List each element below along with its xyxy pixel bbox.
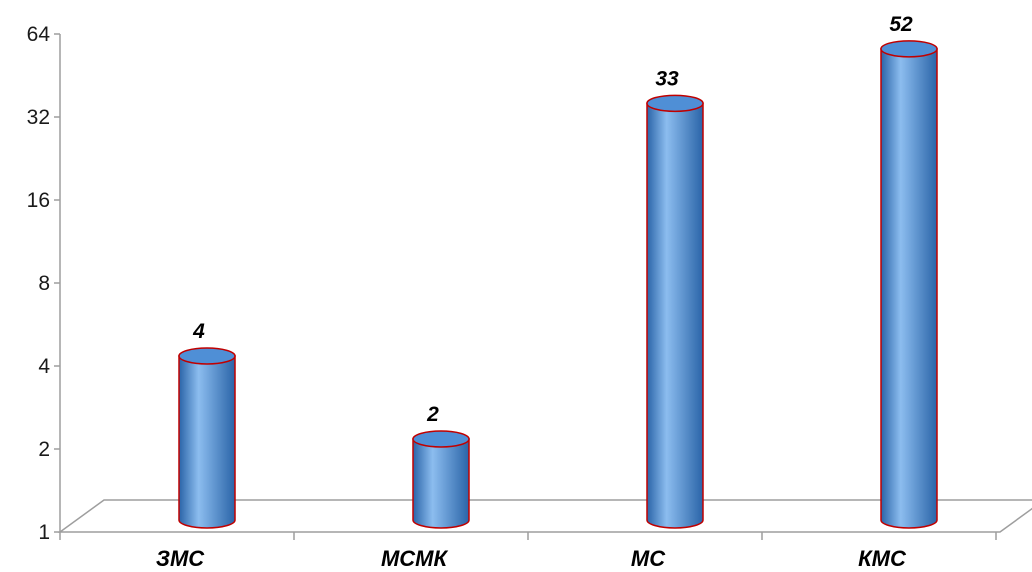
bar	[646, 94, 704, 529]
y-tick-label: 4	[38, 355, 50, 378]
bar-top	[178, 347, 236, 365]
bar-top	[646, 94, 704, 113]
y-tick-label: 2	[38, 438, 50, 461]
bar-top	[880, 40, 938, 58]
category-label: МС	[631, 546, 666, 571]
category-label: МСМК	[381, 546, 449, 571]
category-label: КМС	[858, 546, 907, 571]
bar-body	[178, 355, 236, 529]
y-tick-label: 8	[38, 272, 50, 295]
bar	[880, 40, 938, 529]
bar-body	[646, 102, 704, 529]
bars	[178, 40, 938, 529]
data-label: 52	[889, 13, 913, 36]
y-tick-label: 16	[27, 189, 50, 212]
bar-body	[880, 48, 938, 529]
y-tick-label: 1	[38, 521, 50, 544]
axes: 1 2 4 8 16 32 64	[27, 23, 997, 544]
labels: 4 ЗМС 2 МСМК 33 МС 52 КМС	[156, 13, 913, 571]
chart-floor	[57, 499, 1032, 533]
category-label: ЗМС	[156, 546, 205, 571]
y-tick-label: 32	[27, 106, 50, 129]
data-label: 33	[655, 67, 679, 90]
bar-body	[412, 438, 470, 529]
bar-top	[412, 430, 470, 448]
floor-plane	[57, 499, 1032, 533]
data-label: 2	[426, 403, 439, 426]
y-tick-label: 64	[27, 23, 51, 46]
bar	[412, 430, 470, 529]
data-label: 4	[192, 320, 205, 343]
bar	[178, 347, 236, 529]
